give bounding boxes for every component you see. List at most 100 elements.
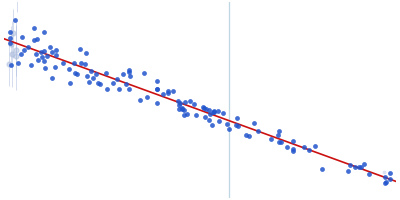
Point xyxy=(278,141,284,144)
Point xyxy=(382,181,389,184)
Point xyxy=(78,61,85,64)
Point xyxy=(30,38,37,42)
Point xyxy=(71,72,78,75)
Point xyxy=(176,103,182,107)
Point xyxy=(182,100,188,103)
Point xyxy=(233,124,240,127)
Point xyxy=(358,165,364,168)
Point xyxy=(42,67,48,70)
Point xyxy=(52,48,59,51)
Point xyxy=(52,66,58,69)
Point xyxy=(28,63,35,66)
Point xyxy=(137,98,144,101)
Point xyxy=(176,107,182,111)
Point xyxy=(268,137,274,140)
Point xyxy=(311,144,318,148)
Point xyxy=(220,111,226,114)
Point xyxy=(104,87,110,90)
Point xyxy=(165,91,171,94)
Point xyxy=(66,68,72,71)
Point xyxy=(382,181,388,184)
Point xyxy=(123,82,129,86)
Point xyxy=(77,47,83,51)
Point xyxy=(126,68,132,72)
Point xyxy=(83,52,89,55)
Point xyxy=(206,108,212,111)
Point xyxy=(120,72,126,75)
Point xyxy=(7,30,13,33)
Point xyxy=(144,96,150,99)
Point xyxy=(35,58,41,61)
Point xyxy=(235,124,241,127)
Point xyxy=(246,134,252,137)
Point xyxy=(216,119,222,123)
Point xyxy=(179,107,185,110)
Point xyxy=(7,36,13,39)
Point xyxy=(38,51,45,54)
Point xyxy=(192,113,199,117)
Point xyxy=(41,49,48,52)
Point xyxy=(181,108,187,112)
Point xyxy=(284,145,290,149)
Point xyxy=(164,89,171,92)
Point xyxy=(44,54,50,57)
Point xyxy=(301,145,308,148)
Point xyxy=(251,121,257,125)
Point xyxy=(224,122,231,125)
Point xyxy=(114,77,120,81)
Point xyxy=(255,130,261,133)
Point xyxy=(306,148,313,152)
Point xyxy=(154,102,160,105)
Point xyxy=(180,114,187,117)
Point xyxy=(206,118,212,121)
Point xyxy=(60,61,66,64)
Point xyxy=(211,110,218,113)
Point xyxy=(387,172,393,175)
Point xyxy=(90,76,96,79)
Point xyxy=(365,172,372,175)
Point xyxy=(179,106,186,110)
Point xyxy=(141,71,147,75)
Point xyxy=(67,82,73,85)
Point xyxy=(208,123,215,126)
Point xyxy=(361,163,367,166)
Point xyxy=(190,103,197,106)
Point xyxy=(116,87,122,91)
Point xyxy=(234,116,240,120)
Point xyxy=(202,116,208,119)
Point xyxy=(243,133,249,137)
Point xyxy=(153,87,160,91)
Point xyxy=(74,73,80,76)
Point xyxy=(53,53,59,56)
Point xyxy=(351,165,358,169)
Point xyxy=(86,81,92,84)
Point xyxy=(184,112,190,116)
Point xyxy=(211,109,218,113)
Point xyxy=(39,55,45,58)
Point xyxy=(47,45,54,48)
Point xyxy=(206,113,213,116)
Point xyxy=(94,82,101,85)
Point xyxy=(290,149,296,152)
Point xyxy=(126,71,133,74)
Point xyxy=(356,165,362,169)
Point xyxy=(175,100,181,103)
Point xyxy=(93,73,99,76)
Point xyxy=(276,129,282,132)
Point xyxy=(12,19,18,22)
Point xyxy=(109,81,116,84)
Point xyxy=(345,169,351,173)
Point xyxy=(15,61,22,65)
Point xyxy=(226,128,232,131)
Point xyxy=(7,41,13,45)
Point xyxy=(170,90,176,93)
Point xyxy=(49,50,56,53)
Point xyxy=(48,76,55,79)
Point xyxy=(154,79,160,82)
Point xyxy=(8,63,14,66)
Point xyxy=(210,111,216,114)
Point xyxy=(25,46,31,49)
Point xyxy=(276,140,282,143)
Point xyxy=(387,177,393,181)
Point xyxy=(127,75,133,78)
